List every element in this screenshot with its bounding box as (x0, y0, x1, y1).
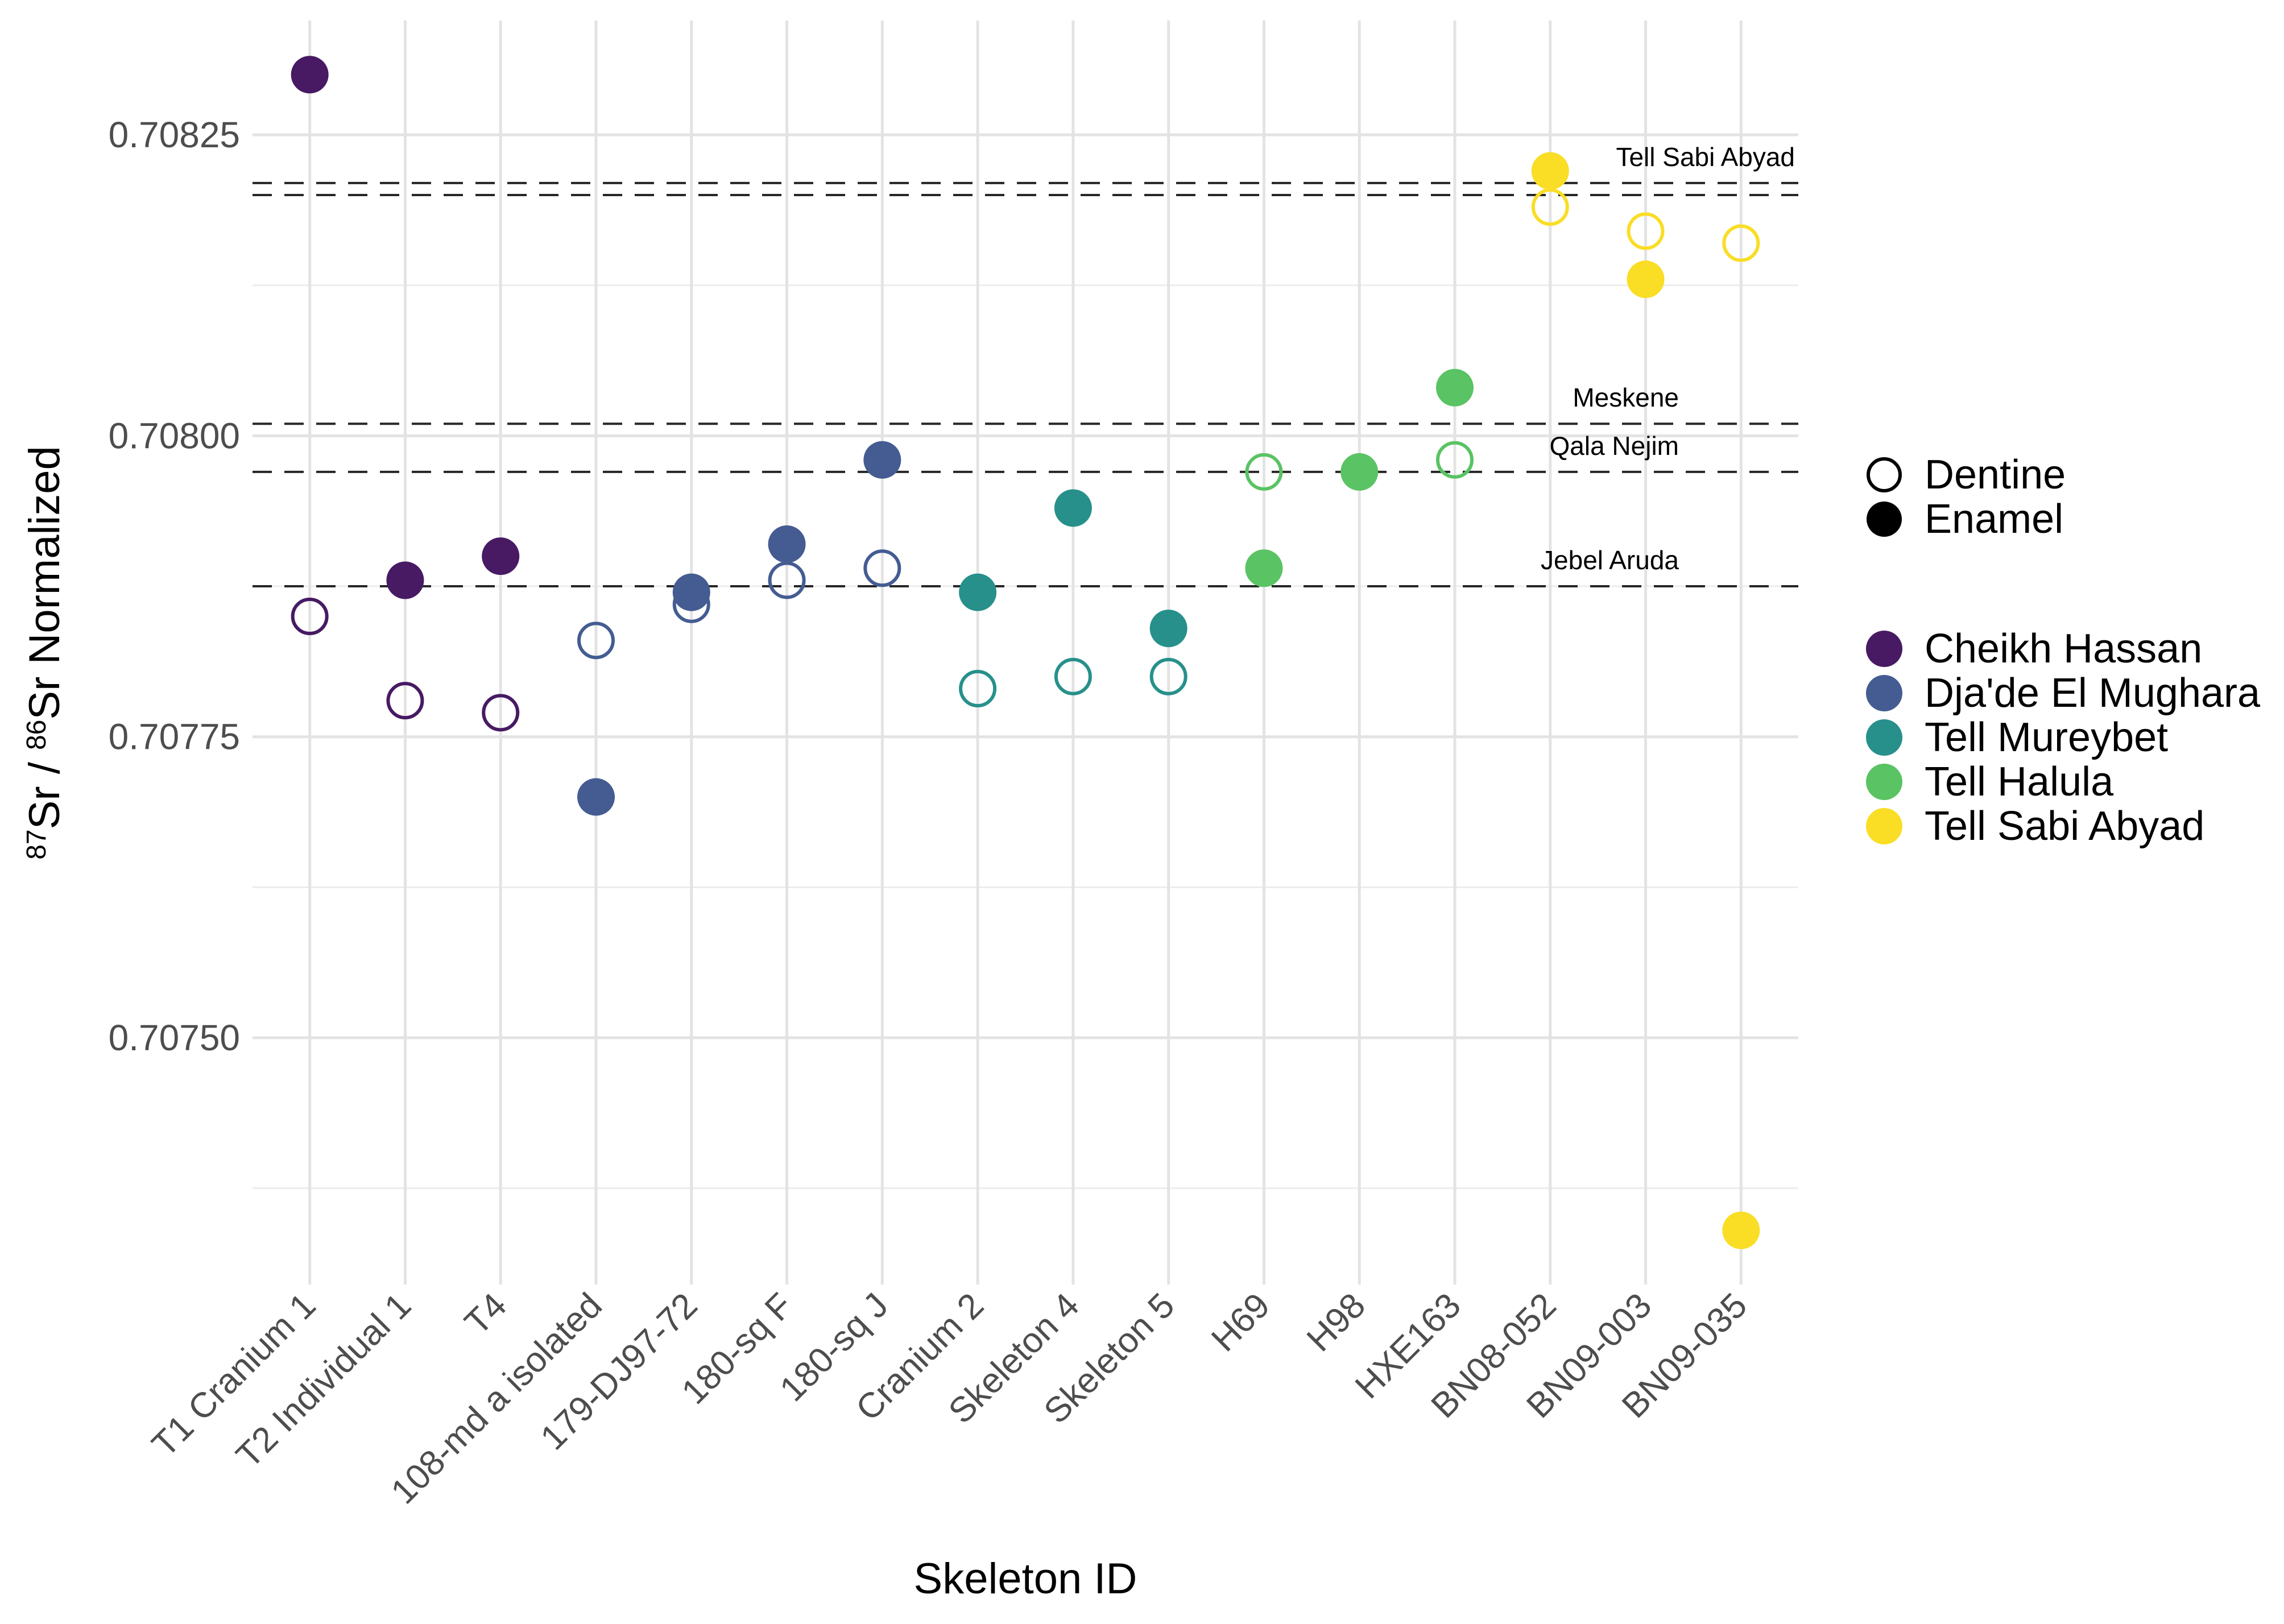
y-axis-title-text: 87Sr / 86Sr Normalized (20, 446, 69, 860)
enamel-point (1531, 152, 1569, 190)
enamel-point (1340, 453, 1379, 491)
dentine-point (386, 682, 424, 720)
dentine-point (1149, 657, 1187, 695)
reference-line-label: Jebel Aruda (1541, 545, 1679, 575)
dentine-open-circle-icon (1867, 457, 1902, 492)
site-dot-icon (1866, 675, 1902, 711)
y-tick-label: 0.70750 (109, 1017, 240, 1058)
dentine-point (291, 597, 329, 635)
y-tick-label: 0.70800 (109, 415, 240, 456)
enamel-point (1436, 368, 1474, 407)
legend-label-site: Dja'de El Mughara (1925, 670, 2261, 716)
y-gridlines-major (253, 133, 1798, 1039)
enamel-point (768, 525, 806, 563)
enamel-point (959, 573, 997, 611)
y-axis-tick-labels: 0.70750 0.70775 0.70800 0.70825 (109, 114, 240, 1058)
enamel-point (672, 573, 710, 611)
dentine-point (959, 670, 997, 708)
dentine-point (482, 694, 520, 732)
dentine-point (1531, 188, 1569, 226)
x-gridlines (308, 20, 1743, 1285)
reference-lines: Tell Sabi Abyad Meskene Qala Nejim Jebel Ar… (253, 142, 1798, 588)
legend-item-tell-mureybet: Tell Mureybet (1865, 715, 2260, 760)
site-dot-icon (1866, 719, 1902, 756)
enamel-point (291, 56, 329, 94)
legend-label-site: Cheikh Hassan (1925, 626, 2203, 672)
enamel-filled-circle-icon (1867, 502, 1902, 537)
dentine-point (1722, 224, 1760, 262)
dentine-point (863, 549, 901, 587)
dentine-point (1436, 441, 1474, 479)
reference-line-label: Qala Nejim (1549, 431, 1679, 461)
dentine-point (577, 622, 615, 660)
enamel-point (863, 441, 901, 479)
dentine-point (768, 561, 806, 599)
enamel-point (1627, 260, 1665, 299)
legend-shape: Dentine Enamel (1865, 453, 2066, 541)
x-tick-label: T2 Individual 1 (229, 1286, 419, 1476)
site-dot-icon (1866, 631, 1902, 667)
legend-site: Cheikh Hassan Dja'de El Mughara Tell Mur… (1865, 627, 2260, 848)
legend-item-enamel: Enamel (1865, 497, 2066, 541)
y-tick-label: 0.70825 (109, 114, 240, 155)
y-tick-label: 0.70775 (109, 716, 240, 757)
legend-item-tell-sabi-abyad: Tell Sabi Abyad (1865, 804, 2260, 848)
legend-item-dentine: Dentine (1865, 453, 2066, 497)
site-dot-icon (1866, 808, 1902, 844)
dentine-point (1245, 453, 1283, 491)
legend-item-cheikh-hassan: Cheikh Hassan (1865, 627, 2260, 671)
enamel-point (386, 561, 424, 599)
x-tick-label: T4 (457, 1286, 514, 1343)
x-tick-label: T1 Cranium 1 (144, 1286, 323, 1464)
enamel-point (1149, 610, 1187, 648)
enamel-point (577, 778, 615, 816)
x-tick-label: H69 (1204, 1286, 1277, 1359)
legend-label-site: Tell Halula (1925, 759, 2114, 805)
dentine-point (1054, 657, 1092, 695)
x-axis-title: Skeleton ID (914, 1555, 1137, 1603)
enamel-point (1054, 489, 1092, 527)
legend-label-dentine: Dentine (1925, 452, 2066, 498)
legend-label-site: Tell Sabi Abyad (1925, 803, 2205, 849)
legend-item-tell-halula: Tell Halula (1865, 760, 2260, 804)
enamel-point (482, 537, 520, 575)
dentine-points (291, 188, 1760, 732)
reference-line-label: Meskene (1573, 383, 1679, 412)
dentine-point (1627, 212, 1665, 250)
x-tick-label: H98 (1300, 1286, 1373, 1359)
enamel-point (1245, 549, 1283, 587)
reference-line-label: Tell Sabi Abyad (1616, 142, 1795, 172)
legend-item-djade-el-mughara: Dja'de El Mughara (1865, 671, 2260, 715)
legend-label-enamel: Enamel (1925, 496, 2064, 542)
site-dot-icon (1866, 764, 1902, 800)
enamel-point (1722, 1211, 1760, 1249)
enamel-points (291, 56, 1760, 1249)
legend-label-site: Tell Mureybet (1925, 715, 2169, 760)
y-axis-title: 87Sr / 86Sr Normalized (20, 446, 69, 860)
